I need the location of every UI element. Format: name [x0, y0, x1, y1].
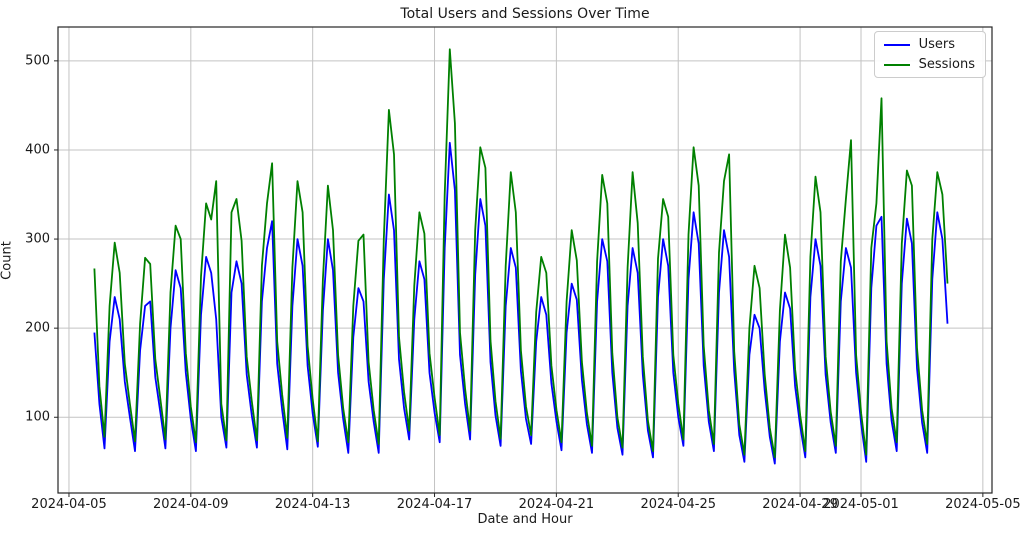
series-lines	[93, 48, 949, 465]
x-tick-label: 2024-05-05	[945, 497, 1021, 512]
users-line-swatch	[883, 43, 910, 46]
y-tick-label: 500	[25, 53, 50, 69]
x-tick-label: 2024-04-29	[762, 497, 838, 512]
legend-label-users: Users	[918, 37, 956, 52]
legend-label-sessions: Sessions	[918, 57, 975, 72]
chart-title: Total Users and Sessions Over Time	[400, 6, 650, 22]
gridlines	[58, 27, 992, 493]
y-tick-label: 400	[25, 142, 50, 158]
y-tick-label: 100	[25, 409, 50, 425]
legend-item-users: Users	[883, 37, 975, 52]
sessions-line	[93, 48, 949, 459]
y-tick-label: 300	[25, 231, 50, 247]
x-tick-label: 2024-04-09	[153, 497, 229, 512]
legend: Users Sessions	[873, 31, 986, 78]
x-tick-label: 2024-04-05	[31, 497, 107, 512]
legend-item-sessions: Sessions	[883, 57, 975, 72]
x-tick-label: 2024-04-25	[640, 497, 716, 512]
tick-marks	[54, 60, 984, 497]
y-tick-label: 200	[25, 320, 50, 336]
x-tick-label: 2024-05-01	[823, 497, 899, 512]
plot-border	[57, 26, 993, 494]
x-tick-label: 2024-04-21	[518, 497, 595, 512]
users-line	[93, 141, 949, 465]
x-axis-label: Date and Hour	[477, 512, 573, 527]
sessions-line-swatch	[883, 63, 910, 66]
axes-spines	[57, 26, 993, 494]
x-tick-label: 2024-04-13	[274, 497, 351, 512]
x-tick-label: 2024-04-17	[396, 497, 473, 512]
